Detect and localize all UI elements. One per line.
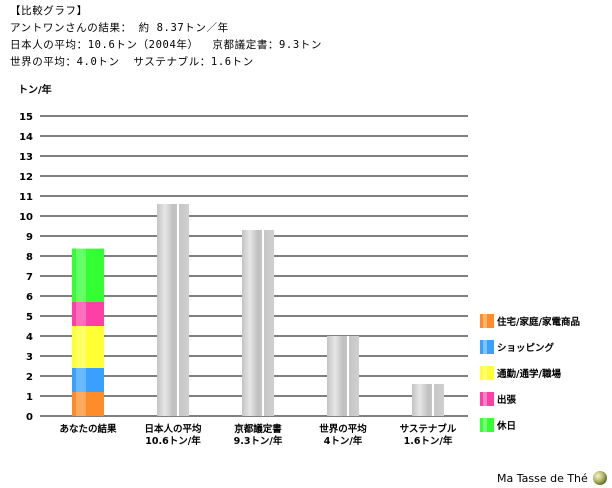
x-tick-label-1-1: 10.6トン/年 (145, 435, 201, 447)
y-tick-8: 8 (26, 252, 33, 263)
x-tick-label-0-0: あなたの結果 (59, 423, 117, 435)
legend-swatch-0 (480, 314, 494, 328)
globe-icon[interactable] (593, 471, 607, 485)
bar-segment-1 (72, 368, 104, 392)
legend-swatch-4 (480, 418, 494, 432)
x-tick-label-4-1: 1.6トン/年 (404, 435, 453, 447)
y-tick-14: 14 (19, 132, 33, 143)
bar-segment-shine-2 (76, 326, 86, 368)
legend-swatch-shine-3 (483, 392, 487, 406)
x-tick-label-2-0: 京都議定書 (234, 423, 282, 435)
bar-segment-2 (72, 326, 104, 368)
bar-reference-2 (242, 230, 274, 416)
y-tick-9: 9 (26, 232, 33, 243)
bar-segment-shine-1 (76, 368, 86, 392)
y-tick-0: 0 (26, 412, 33, 423)
y-tick-10: 10 (19, 212, 33, 223)
x-tick-label-4-0: サステナブル (400, 423, 457, 435)
y-tick-13: 13 (19, 152, 33, 163)
y-tick-1: 1 (26, 392, 33, 403)
legend-swatch-1 (480, 340, 494, 354)
bar-reference-gap-1 (177, 204, 179, 416)
y-tick-6: 6 (26, 292, 33, 303)
y-tick-7: 7 (26, 272, 33, 283)
legend-swatch-shine-4 (483, 418, 487, 432)
legend-swatch-shine-0 (483, 314, 487, 328)
bar-segment-shine-3 (76, 302, 86, 326)
bar-reference-gap-2 (262, 230, 264, 416)
bar-segment-shine-4 (76, 248, 86, 302)
legend-label-0: 住宅/家庭/家電商品 (497, 316, 580, 328)
footer-brand[interactable]: Ma Tasse de Thé (497, 472, 588, 485)
bar-reference-3 (327, 336, 359, 416)
y-tick-2: 2 (26, 372, 33, 383)
y-tick-5: 5 (26, 312, 33, 323)
y-axis-label: トン/年 (18, 83, 52, 96)
legend-swatch-2 (480, 366, 494, 380)
y-tick-15: 15 (19, 112, 33, 123)
bar-reference-gap-3 (347, 336, 349, 416)
legend-swatch-3 (480, 392, 494, 406)
legend-swatch-shine-2 (483, 366, 487, 380)
x-tick-label-1-0: 日本人の平均 (144, 423, 202, 435)
bars (72, 204, 444, 416)
y-tick-11: 11 (19, 192, 33, 203)
legend-label-3: 出張 (497, 394, 517, 406)
bar-reference-gap-4 (432, 384, 434, 416)
bar-segment-0 (72, 392, 104, 416)
bar-reference-1 (157, 204, 189, 416)
y-tick-3: 3 (26, 352, 33, 363)
legend-label-2: 通勤/通学/職場 (497, 368, 561, 380)
legend-label-4: 休日 (496, 420, 516, 432)
bar-segment-3 (72, 302, 104, 326)
bar-segment-shine-0 (76, 392, 86, 416)
x-tick-label-3-0: 世界の平均 (319, 423, 367, 435)
x-tick-label-3-1: 4トン/年 (324, 435, 363, 447)
bar-segment-4 (72, 248, 104, 302)
header-japan-kyoto: 日本人の平均：10.6トン（2004年） 京都議定書：9.3トン (10, 39, 322, 51)
x-tick-label-2-1: 9.3トン/年 (234, 435, 283, 447)
legend-swatch-shine-1 (483, 340, 487, 354)
y-tick-4: 4 (26, 332, 33, 343)
header-user-result: アントワンさんの結果： 約 8.37トン／年 (10, 22, 229, 34)
bar-reference-4 (412, 384, 444, 416)
y-tick-12: 12 (19, 172, 33, 183)
legend-label-1: ショッピング (497, 342, 555, 354)
header-title: 【比較グラフ】 (10, 5, 88, 17)
header-world-sustainable: 世界の平均：4.0トン サステナブル：1.6トン (10, 56, 254, 68)
